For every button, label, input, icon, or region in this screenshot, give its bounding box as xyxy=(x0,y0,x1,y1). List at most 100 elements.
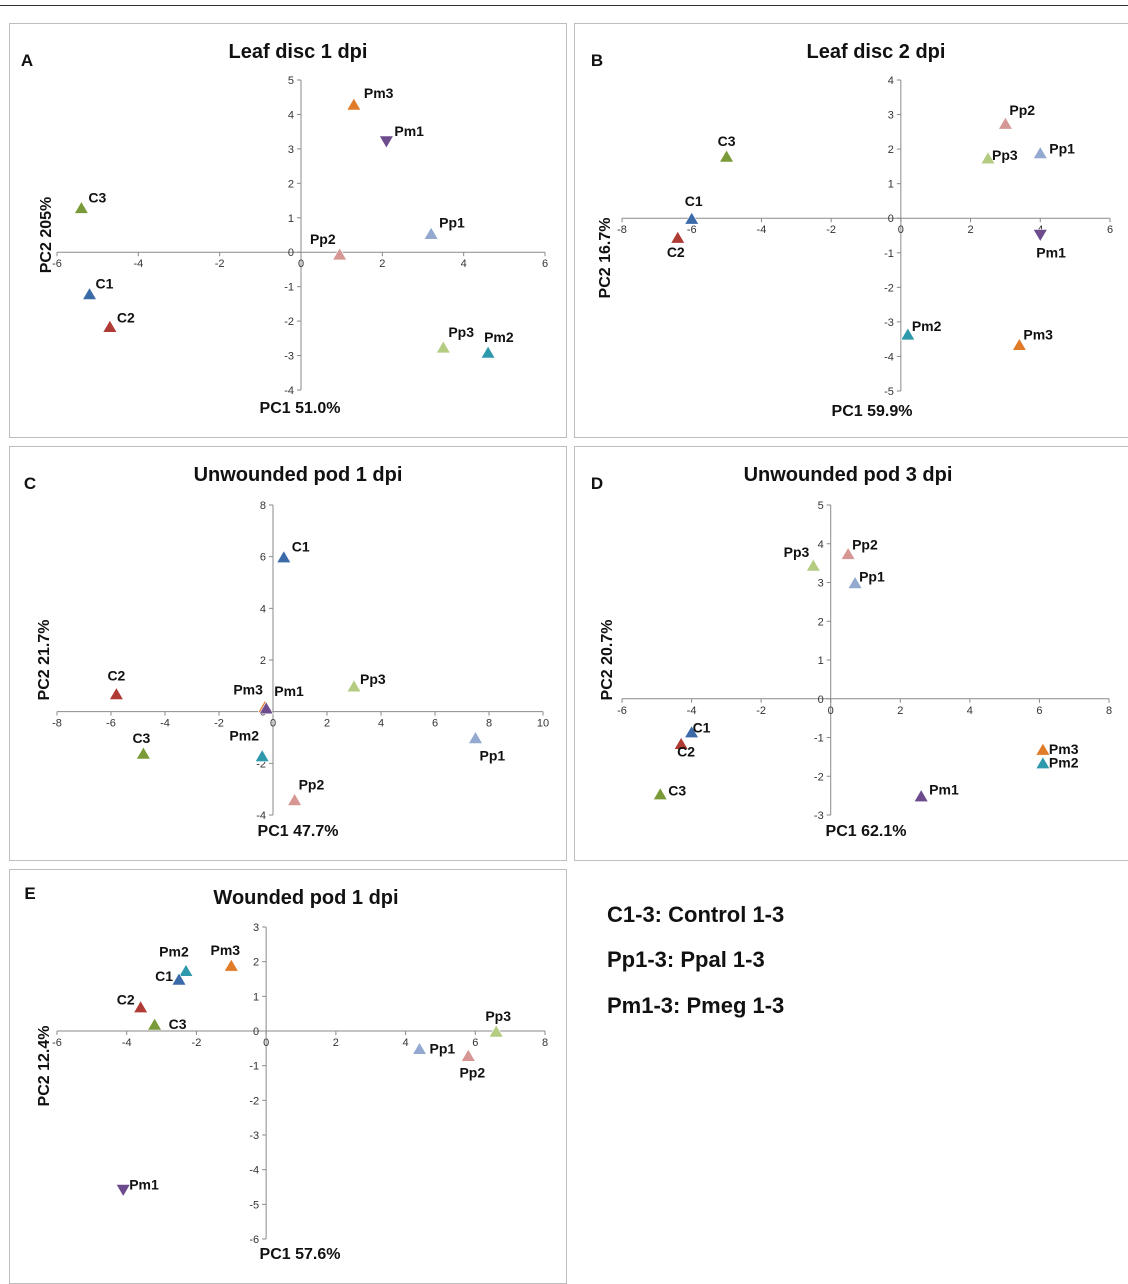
x-axis-label-e: PC1 57.6% xyxy=(260,1246,341,1263)
point-c2-b xyxy=(670,230,686,244)
point-pm2-a xyxy=(480,345,496,359)
y-axis-label-e: PC2 12.4% xyxy=(36,1026,53,1107)
y-axis-label-d: PC2 20.7% xyxy=(599,620,616,701)
chart-title-c: Unwounded pod 1 dpi xyxy=(194,464,403,486)
panel-letter-b: B xyxy=(591,51,603,70)
x-tick-label-d: 2 xyxy=(897,705,903,717)
panel-letter-e: E xyxy=(24,884,35,903)
y-tick-label-e: -3 xyxy=(249,1130,259,1142)
point-pp1-b xyxy=(1032,145,1048,159)
point-label-pm2-b: Pm2 xyxy=(912,318,942,334)
x-tick-label-d: 4 xyxy=(967,705,973,717)
x-tick-label-e: -2 xyxy=(192,1037,202,1049)
point-label-pm1-c: Pm1 xyxy=(274,683,304,699)
point-pp2-b xyxy=(997,116,1013,130)
point-pm1-c xyxy=(258,701,274,715)
y-tick-label-b: 1 xyxy=(888,179,894,191)
y-tick-label-e: 1 xyxy=(253,991,259,1003)
point-pp1-a xyxy=(423,226,439,240)
panel-c-frame xyxy=(9,446,567,861)
x-tick-label-c: -6 xyxy=(106,718,116,730)
point-label-c2-c: C2 xyxy=(107,668,125,684)
x-tick-label-e: 8 xyxy=(542,1037,548,1049)
point-label-pp1-a: Pp1 xyxy=(439,214,465,230)
x-tick-label-a: 2 xyxy=(379,258,385,270)
y-tick-label-d: 4 xyxy=(818,539,824,551)
x-tick-label-b: 2 xyxy=(968,224,974,236)
x-tick-label-e: 0 xyxy=(263,1037,269,1049)
point-pm1-a xyxy=(378,135,394,149)
x-tick-label-c: 10 xyxy=(537,718,549,730)
panel-letter-a: A xyxy=(21,51,33,70)
x-tick-label-a: 4 xyxy=(461,258,467,270)
panel-letter-c: C xyxy=(24,474,36,493)
point-pp2-e xyxy=(460,1048,476,1062)
x-tick-label-d: -4 xyxy=(687,705,697,717)
legend-note-pmeg: Pm1-3: Pmeg 1-3 xyxy=(607,993,785,1018)
point-pp2-a xyxy=(332,247,348,261)
point-label-pm2-e: Pm2 xyxy=(159,943,189,959)
point-pp2-c xyxy=(287,792,303,806)
y-tick-label-c: -4 xyxy=(256,810,266,822)
x-tick-label-e: 2 xyxy=(333,1037,339,1049)
point-label-pp1-d: Pp1 xyxy=(859,569,885,585)
panel-letter-d: D xyxy=(591,474,603,493)
point-c2-e xyxy=(133,1000,149,1014)
x-tick-label-b: -4 xyxy=(757,224,767,236)
y-tick-label-d: -1 xyxy=(814,733,824,745)
y-tick-label-e: 3 xyxy=(253,922,259,934)
x-tick-label-b: -8 xyxy=(617,224,627,236)
y-tick-label-a: 2 xyxy=(288,178,294,190)
x-tick-label-d: 0 xyxy=(828,705,834,717)
y-axis-label-c: PC2 21.7% xyxy=(36,620,53,701)
y-tick-label-d: 3 xyxy=(818,578,824,590)
point-label-c1-c: C1 xyxy=(292,539,310,555)
panel-e-frame xyxy=(9,869,567,1284)
y-tick-label-c: 8 xyxy=(260,500,266,512)
point-label-pm1-b: Pm1 xyxy=(1036,245,1066,261)
point-pm1-b xyxy=(1032,229,1048,243)
y-axis-label-a: PC2 205% xyxy=(38,197,55,274)
panel-a-frame xyxy=(9,23,567,438)
point-pm2-e xyxy=(178,963,194,977)
y-tick-label-c: 2 xyxy=(260,655,266,667)
y-tick-label-e: -4 xyxy=(249,1165,259,1177)
y-tick-label-c: 6 xyxy=(260,552,266,564)
x-tick-label-b: 0 xyxy=(898,224,904,236)
x-tick-label-b: -6 xyxy=(687,224,697,236)
x-tick-label-b: -2 xyxy=(826,224,836,236)
x-tick-label-e: -6 xyxy=(52,1037,62,1049)
chart-title-a: Leaf disc 1 dpi xyxy=(229,41,368,63)
y-tick-label-a: 3 xyxy=(288,144,294,156)
point-label-pm2-a: Pm2 xyxy=(484,329,514,345)
point-label-pp3-a: Pp3 xyxy=(448,324,474,340)
y-tick-label-b: -2 xyxy=(884,282,894,294)
y-tick-label-b: -1 xyxy=(884,248,894,260)
y-tick-label-d: 2 xyxy=(818,616,824,628)
point-label-pm3-c: Pm3 xyxy=(233,682,263,698)
point-pm2-d xyxy=(1035,756,1051,769)
x-tick-label-c: 4 xyxy=(378,718,384,730)
point-label-c2-d: C2 xyxy=(677,743,695,759)
x-tick-label-c: 2 xyxy=(324,718,330,730)
y-tick-label-b: -4 xyxy=(884,351,894,363)
point-label-pm3-d: Pm3 xyxy=(1049,741,1079,757)
panel-d: D Unwounded pod 3 dpi -6 -4 -2 0 2 4 6 8 -3 -2 -1 0 1 2… xyxy=(591,464,1112,840)
y-tick-label-e: -5 xyxy=(249,1199,259,1211)
x-tick-label-a: -6 xyxy=(52,258,62,270)
y-tick-label-c: 4 xyxy=(260,603,266,615)
y-tick-label-a: -1 xyxy=(284,282,294,294)
point-label-pp3-d: Pp3 xyxy=(784,544,810,560)
panel-a: A Leaf disc 1 dpi -6 -4 -2 0 2 4 6 -4 -3 -2 -1 0 1 2 3 4 5… xyxy=(21,41,548,417)
x-tick-label-d: -2 xyxy=(756,705,766,717)
point-pp3-b xyxy=(980,151,996,165)
point-c2-c xyxy=(108,686,124,700)
point-label-pp1-e: Pp1 xyxy=(430,1040,456,1056)
y-tick-label-b: -5 xyxy=(884,386,894,398)
point-c3-b xyxy=(719,149,735,163)
panel-e: E Wounded pod 1 dpi -6 -4 -2 0 2 4 6 8 -6 -5 -4 -3 -2 -… xyxy=(24,884,548,1263)
x-axis-label-d: PC1 62.1% xyxy=(826,823,907,840)
x-axis-label-c: PC1 47.7% xyxy=(258,823,339,840)
